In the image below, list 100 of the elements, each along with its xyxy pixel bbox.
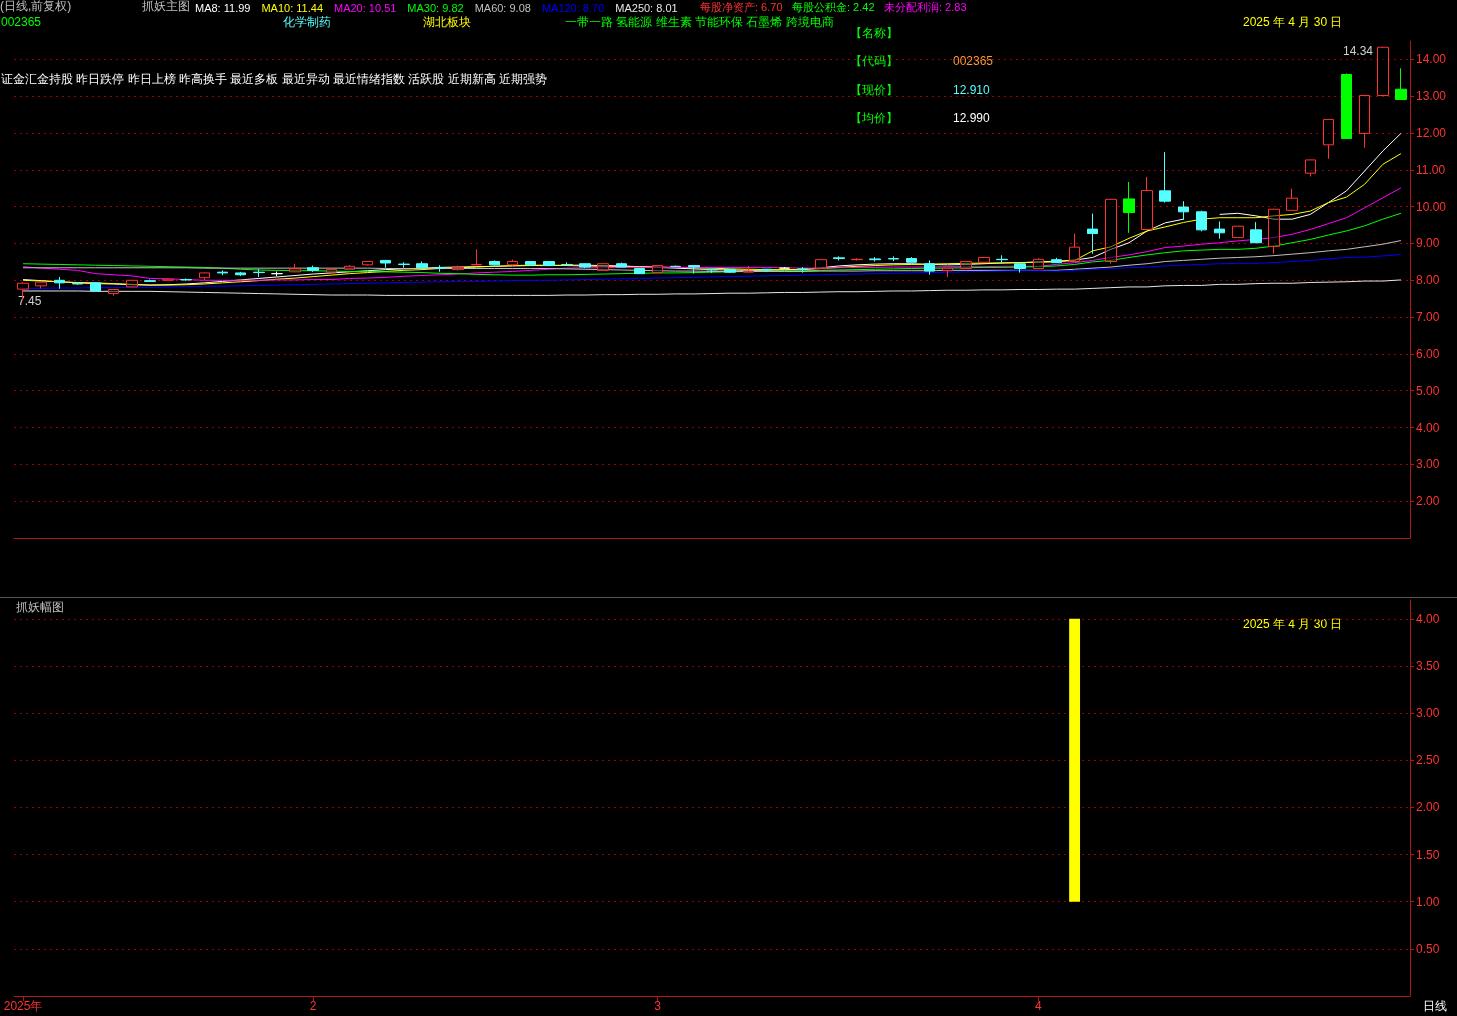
candlestick [1033,257,1044,270]
y-tick-label: 1.00 [1416,894,1440,909]
y-tick-label: 12.00 [1416,126,1447,141]
candlestick [235,271,246,277]
annotation: 12.910 [953,83,991,97]
x-tick-label: 3 [654,999,662,1013]
annotation: 【现价】 [850,83,898,97]
y-tick-label: 11.00 [1416,162,1446,177]
y-tick-label: 3.00 [1416,706,1440,721]
y-tick-label: 0.50 [1416,941,1440,956]
candlestick [507,259,518,267]
candlestick [597,262,609,272]
candlestick [434,264,446,273]
text: 化学制药 [283,15,331,29]
candlestick [797,266,808,274]
candlestick [869,256,881,263]
candlestick [1123,181,1135,234]
y-tick-label: 4.00 [1416,420,1440,435]
line-series [22,279,1402,296]
text: 日线 [1423,999,1447,1013]
candlestick [180,277,192,282]
text: 【名称】 [850,26,898,40]
y-tick-label: 9.00 [1416,236,1440,251]
line-series [22,240,1402,272]
candlestick [199,272,210,281]
candlestick [779,266,790,270]
candlestick [1268,208,1280,255]
candlestick [489,259,500,267]
candlestick [1341,72,1352,140]
y-tick-label: 7.00 [1416,310,1440,325]
candlestick [1232,225,1244,239]
line-series [22,187,1402,281]
y-tick-label: 2.00 [1416,800,1440,815]
text: MA120: 8.70 [541,2,605,14]
candlestick [724,268,736,274]
y-tick-label: 10.00 [1416,199,1447,214]
candlestick [924,259,935,276]
text: 未分配利润: 2.83 [884,0,967,13]
candlestick [815,258,827,270]
candlestick [1178,200,1189,221]
y-tick-label: 4.00 [1416,611,1440,626]
y-tick-label: 3.50 [1416,659,1440,673]
candlestick [1105,198,1117,265]
text: 002365 [1,15,42,29]
candlestick [452,265,464,271]
candlestick [307,265,319,273]
text: 湖北板块 [423,15,471,29]
text: MA30: 9.82 [407,2,464,14]
text: MA10: 11.44 [261,2,323,14]
y-tick-label: 6.00 [1416,346,1440,361]
text: 每股公积金: 2.42 [792,0,875,13]
candlestick [1159,151,1171,204]
candlestick [162,278,174,282]
candlestick [217,269,228,276]
candlestick [960,260,972,270]
candlestick [525,260,536,266]
candlestick [90,281,101,292]
line-series [22,212,1402,276]
candlestick [652,264,663,274]
candlestick [1087,213,1098,255]
y-tick-label: 8.00 [1416,273,1440,288]
candlestick [1014,262,1026,274]
y-tick-label: 13.00 [1416,89,1447,104]
candlestick [1286,188,1298,212]
candlestick [54,276,65,290]
chart-subtitle: 抓妖主图 [142,0,190,13]
candlestick [344,264,355,271]
text: 一带一路 氢能源 维生素 节能环保 石墨烯 跨境电商 [565,15,834,29]
candlestick [380,259,391,269]
text: 2025 年 4 月 30 日 [1243,15,1343,29]
candlestick [616,262,627,268]
candlestick [126,279,138,288]
y-tick-label: 2.50 [1416,753,1440,768]
y-tick-label: 1.50 [1416,847,1440,862]
annotation: 002365 [953,54,994,68]
candlestick [1395,67,1407,101]
text: MA250: 8.01 [615,2,678,14]
text: MA60: 9.08 [474,2,531,14]
x-tick-label: 2025年 [3,999,43,1013]
candlestick [1323,118,1334,160]
candlestick [289,263,301,273]
text: 每股净资产: 6.70 [700,0,783,13]
candlestick [688,264,700,275]
y-tick-label: 3.00 [1416,457,1440,472]
candlestick [1250,221,1262,244]
text: MA8: 11.99 [195,2,251,14]
candlestick [634,267,645,275]
candlestick [271,270,283,277]
annotation: 证金汇金持股 昨日跌停 昨日上榜 昨高换手 最近多板 最近异动 最近情绪指数 活跃股 近期新高 近期强势 [1,72,548,86]
candlestick [1051,257,1062,264]
annotation: 【均价】 [850,111,898,125]
candlestick [253,268,265,278]
candlestick [579,262,591,269]
candlestick [1196,210,1207,232]
candlestick [888,255,899,262]
y-tick-label: 2.00 [1416,494,1440,509]
candlestick [72,281,83,286]
candlestick [362,260,373,267]
candlestick [942,267,953,278]
candlestick [1069,233,1080,263]
